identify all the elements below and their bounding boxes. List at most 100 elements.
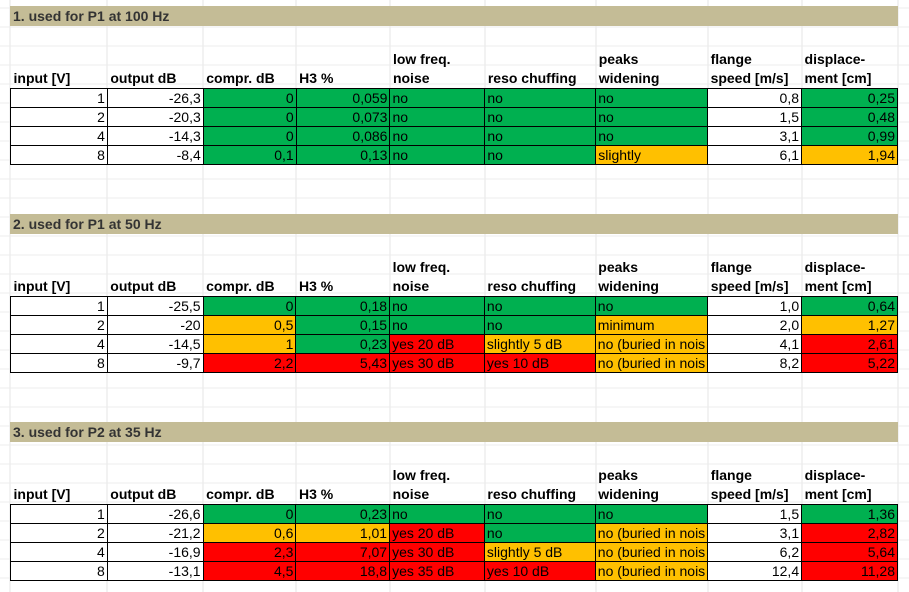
cell-flange[interactable]: 4,1 [707,334,803,354]
cell-h3[interactable]: 5,43 [295,353,391,373]
cell-peaks[interactable]: no (buried in nois [594,523,709,543]
cell-lowfreq[interactable]: no [389,504,485,524]
cell-reso[interactable]: no [484,145,597,165]
cell-input[interactable]: 8 [10,561,108,581]
cell-disp[interactable]: 2,61 [801,334,898,354]
cell-compr[interactable]: 0,5 [202,315,297,335]
cell-output[interactable]: -26,6 [106,504,204,524]
cell-lowfreq[interactable]: no [389,107,486,127]
cell-input[interactable]: 1 [10,296,108,316]
cell-peaks[interactable]: minimum [594,315,709,335]
cell-output[interactable]: -21,2 [106,523,204,543]
cell-disp[interactable]: 0,99 [801,126,898,146]
cell-peaks[interactable]: no [595,126,709,146]
cell-flange[interactable]: 1,5 [707,504,803,524]
cell-disp[interactable]: 1,36 [801,504,898,524]
cell-reso[interactable]: no [484,107,597,127]
cell-reso[interactable]: yes 10 dB [483,353,596,373]
cell-disp[interactable]: 11,28 [801,561,898,581]
cell-disp[interactable]: 5,64 [801,542,898,562]
cell-h3[interactable]: 0,23 [295,504,391,524]
cell-output[interactable]: -14,3 [106,126,204,146]
cell-h3[interactable]: 0,059 [295,88,391,108]
cell-reso[interactable]: yes 10 dB [483,561,596,581]
cell-reso[interactable]: no [484,88,597,108]
cell-h3[interactable]: 7,07 [295,542,391,562]
cell-flange[interactable]: 6,1 [707,145,803,165]
cell-disp[interactable]: 0,48 [801,107,898,127]
cell-h3[interactable]: 0,086 [295,126,391,146]
cell-compr[interactable]: 4,5 [202,561,297,581]
cell-flange[interactable]: 1,5 [707,107,803,127]
cell-compr[interactable]: 1 [202,334,297,354]
cell-h3[interactable]: 0,15 [295,315,391,335]
cell-peaks[interactable]: no (buried in nois [594,334,709,354]
cell-input[interactable]: 4 [10,542,108,562]
cell-input[interactable]: 1 [10,88,108,108]
cell-compr[interactable]: 2,3 [202,542,297,562]
cell-compr[interactable]: 0 [202,504,297,524]
cell-peaks[interactable]: no (buried in nois [594,561,709,581]
cell-peaks[interactable]: slightly [595,145,709,165]
cell-flange[interactable]: 3,1 [707,126,803,146]
cell-h3[interactable]: 1,01 [295,523,391,543]
cell-flange[interactable]: 12,4 [707,561,803,581]
cell-lowfreq[interactable]: no [389,145,486,165]
cell-output[interactable]: -13,1 [106,561,204,581]
cell-lowfreq[interactable]: yes 30 dB [389,542,485,562]
cell-input[interactable]: 2 [10,315,108,335]
cell-input[interactable]: 1 [10,504,108,524]
cell-lowfreq[interactable]: yes 30 dB [389,353,485,373]
cell-lowfreq[interactable]: no [389,126,486,146]
cell-peaks[interactable]: no [595,88,709,108]
cell-flange[interactable]: 2,0 [707,315,803,335]
cell-reso[interactable]: no [484,126,597,146]
cell-lowfreq[interactable]: no [389,296,485,316]
cell-peaks[interactable]: no (buried in nois [594,353,709,373]
cell-lowfreq[interactable]: yes 35 dB [389,561,485,581]
cell-input[interactable]: 8 [10,353,108,373]
cell-h3[interactable]: 0,073 [295,107,391,127]
cell-compr[interactable]: 0,6 [202,523,297,543]
cell-lowfreq[interactable]: yes 20 dB [389,523,485,543]
cell-peaks[interactable]: no [594,296,709,316]
cell-output[interactable]: -14,5 [106,334,204,354]
cell-compr[interactable]: 2,2 [202,353,297,373]
cell-output[interactable]: -8,4 [106,145,204,165]
cell-h3[interactable]: 0,13 [295,145,391,165]
cell-compr[interactable]: 0 [202,107,297,127]
cell-compr[interactable]: 0 [202,88,297,108]
cell-disp[interactable]: 0,25 [801,88,898,108]
cell-flange[interactable]: 0,8 [707,88,803,108]
cell-lowfreq[interactable]: yes 20 dB [389,334,485,354]
cell-compr[interactable]: 0 [202,296,297,316]
cell-input[interactable]: 8 [10,145,108,165]
cell-output[interactable]: -26,3 [106,88,204,108]
cell-h3[interactable]: 18,8 [295,561,391,581]
cell-compr[interactable]: 0,1 [202,145,297,165]
cell-output[interactable]: -20,3 [106,107,204,127]
cell-lowfreq[interactable]: no [389,88,486,108]
cell-flange[interactable]: 6,2 [707,542,803,562]
cell-flange[interactable]: 3,1 [707,523,803,543]
cell-disp[interactable]: 1,27 [801,315,898,335]
cell-reso[interactable]: slightly 5 dB [483,542,596,562]
cell-reso[interactable]: no [483,504,596,524]
cell-output[interactable]: -25,5 [106,296,204,316]
cell-output[interactable]: -16,9 [106,542,204,562]
cell-disp[interactable]: 1,94 [801,145,898,165]
cell-h3[interactable]: 0,18 [295,296,391,316]
cell-flange[interactable]: 1,0 [707,296,803,316]
cell-input[interactable]: 4 [10,334,108,354]
cell-reso[interactable]: no [483,315,596,335]
cell-output[interactable]: -20 [106,315,204,335]
cell-input[interactable]: 2 [10,107,108,127]
cell-flange[interactable]: 8,2 [707,353,803,373]
cell-reso[interactable]: slightly 5 dB [483,334,596,354]
cell-peaks[interactable]: no [594,504,709,524]
cell-output[interactable]: -9,7 [106,353,204,373]
cell-h3[interactable]: 0,23 [295,334,391,354]
cell-reso[interactable]: no [483,523,596,543]
cell-compr[interactable]: 0 [202,126,297,146]
cell-peaks[interactable]: no [595,107,709,127]
